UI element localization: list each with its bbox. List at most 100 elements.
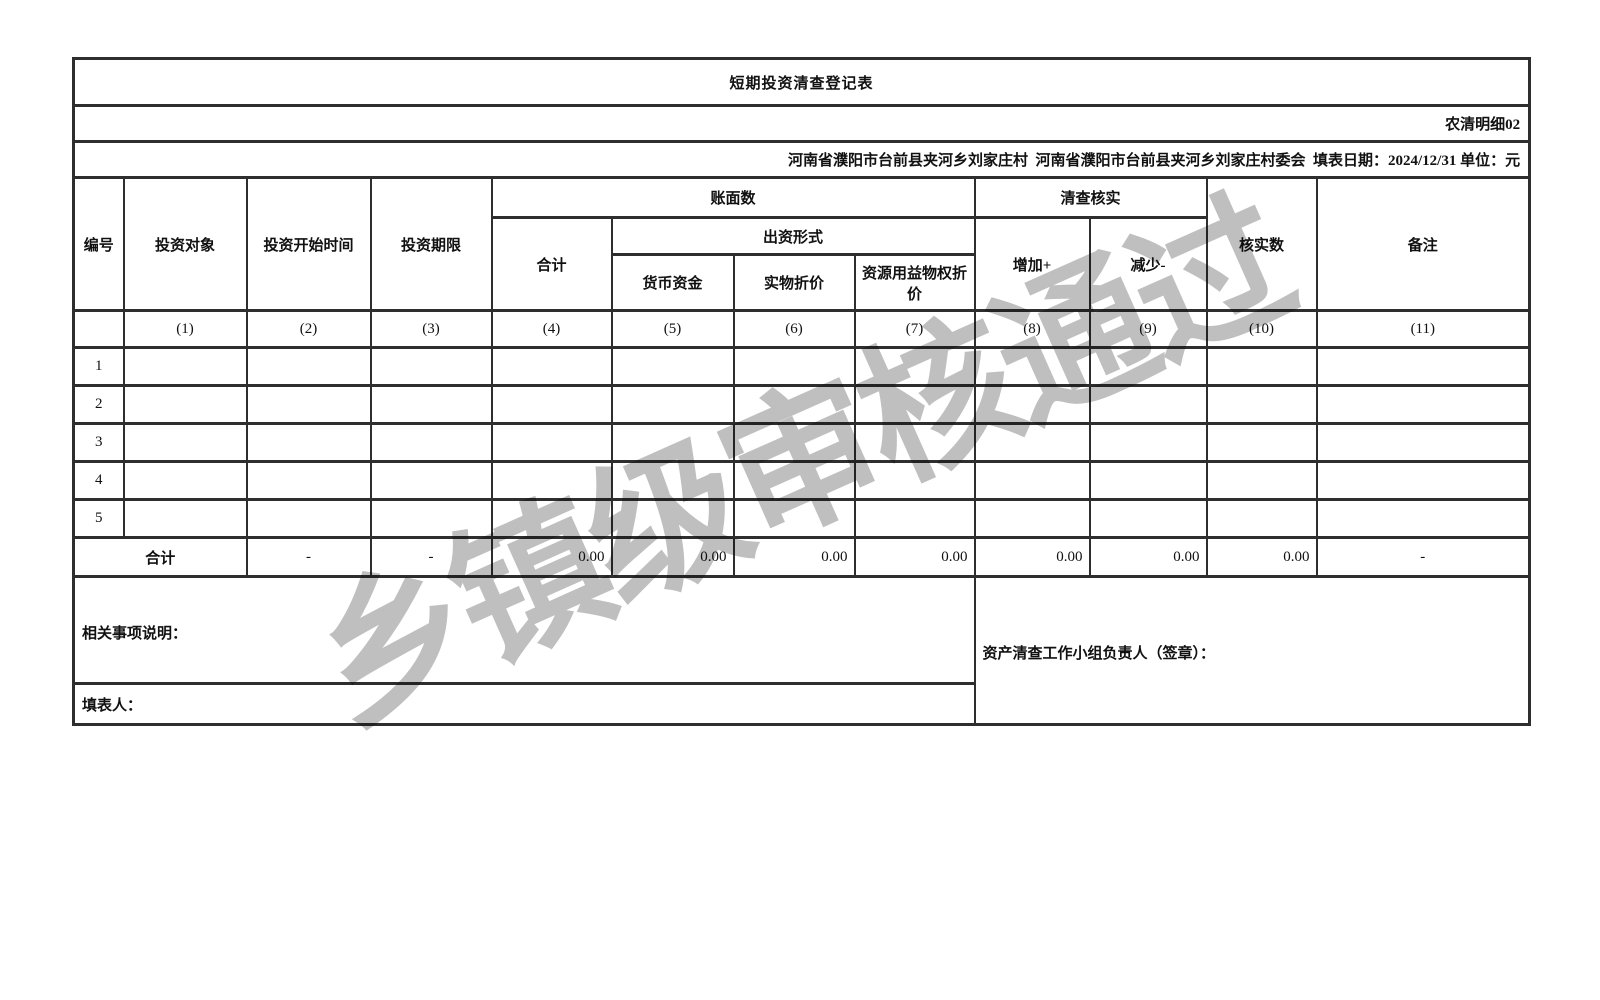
col-header-book-total: 合计 bbox=[490, 216, 613, 312]
table-cell bbox=[853, 384, 976, 425]
table-cell bbox=[973, 422, 1091, 463]
index-cell: (7) bbox=[853, 309, 976, 349]
table-cell bbox=[490, 498, 613, 539]
table-cell bbox=[973, 460, 1091, 501]
table-cell bbox=[122, 498, 248, 539]
table-cell bbox=[122, 460, 248, 501]
table-cell bbox=[732, 384, 856, 425]
form-code: 农清明细02 bbox=[72, 104, 1531, 143]
table-cell bbox=[610, 384, 735, 425]
table-cell bbox=[245, 422, 372, 463]
table-cell bbox=[245, 460, 372, 501]
total-cell: 0.00 bbox=[853, 536, 976, 578]
table-cell bbox=[732, 460, 856, 501]
col-header-target: 投资对象 bbox=[122, 176, 248, 312]
col-group-contribution-form: 出资形式 bbox=[610, 216, 976, 256]
table-cell bbox=[490, 422, 613, 463]
row-number: 3 bbox=[72, 422, 125, 463]
table-cell bbox=[853, 498, 976, 539]
table-cell bbox=[369, 422, 493, 463]
form-title: 短期投资清查登记表 bbox=[72, 57, 1531, 107]
col-header-resource-rights: 资源用益物权折价 bbox=[853, 253, 976, 312]
table-row: 1 bbox=[72, 346, 1531, 387]
table-cell bbox=[122, 422, 248, 463]
total-cell: 0.00 bbox=[1088, 536, 1208, 578]
table-cell bbox=[853, 422, 976, 463]
table-row: 2 bbox=[72, 384, 1531, 425]
table-cell bbox=[490, 384, 613, 425]
table-cell bbox=[490, 460, 613, 501]
row-number: 1 bbox=[72, 346, 125, 387]
table-cell bbox=[1205, 346, 1318, 387]
table-cell bbox=[1088, 422, 1208, 463]
table-row: 5 bbox=[72, 498, 1531, 539]
total-row: 合计 - - 0.00 0.00 0.00 0.00 0.00 0.00 0.0… bbox=[72, 536, 1531, 578]
table-cell bbox=[1205, 384, 1318, 425]
table-cell bbox=[732, 498, 856, 539]
index-cell: (9) bbox=[1088, 309, 1208, 349]
table-cell bbox=[1205, 422, 1318, 463]
table-cell bbox=[973, 346, 1091, 387]
table-cell bbox=[245, 384, 372, 425]
col-header-remark: 备注 bbox=[1315, 176, 1531, 312]
index-cell: (5) bbox=[610, 309, 735, 349]
col-header-start-time: 投资开始时间 bbox=[245, 176, 372, 312]
total-cell: 0.00 bbox=[732, 536, 856, 578]
index-cell: (6) bbox=[732, 309, 856, 349]
total-cell: - bbox=[245, 536, 372, 578]
table-cell bbox=[1205, 498, 1318, 539]
col-header-increase: 增加+ bbox=[973, 216, 1091, 312]
table-row: 3 bbox=[72, 422, 1531, 463]
total-cell: 0.00 bbox=[610, 536, 735, 578]
table-cell bbox=[610, 460, 735, 501]
total-label: 合计 bbox=[72, 536, 248, 578]
table-cell bbox=[853, 460, 976, 501]
table-cell bbox=[369, 498, 493, 539]
table-cell bbox=[1088, 460, 1208, 501]
index-cell: (2) bbox=[245, 309, 372, 349]
table-cell bbox=[1088, 384, 1208, 425]
total-cell: 0.00 bbox=[490, 536, 613, 578]
row-number: 5 bbox=[72, 498, 125, 539]
total-cell: 0.00 bbox=[973, 536, 1091, 578]
table-cell bbox=[1205, 460, 1318, 501]
table-cell bbox=[1315, 460, 1531, 501]
table-cell bbox=[973, 498, 1091, 539]
table-cell bbox=[490, 346, 613, 387]
table-cell bbox=[732, 422, 856, 463]
table-cell bbox=[122, 346, 248, 387]
total-cell: 0.00 bbox=[1205, 536, 1318, 578]
col-group-book-amount: 账面数 bbox=[490, 176, 976, 219]
table-cell bbox=[72, 309, 125, 349]
table-cell bbox=[973, 384, 1091, 425]
col-header-no: 编号 bbox=[72, 176, 125, 312]
table-cell bbox=[1315, 346, 1531, 387]
table-cell bbox=[369, 384, 493, 425]
table-cell bbox=[1315, 498, 1531, 539]
col-header-decrease: 减少- bbox=[1088, 216, 1208, 312]
table-cell bbox=[245, 498, 372, 539]
table-cell bbox=[610, 498, 735, 539]
notes-label: 相关事项说明： bbox=[72, 575, 976, 685]
index-cell: (4) bbox=[490, 309, 613, 349]
table-cell bbox=[1315, 422, 1531, 463]
table-cell bbox=[853, 346, 976, 387]
index-cell: (1) bbox=[122, 309, 248, 349]
table-cell bbox=[732, 346, 856, 387]
table-cell bbox=[1315, 384, 1531, 425]
col-header-verified: 核实数 bbox=[1205, 176, 1318, 312]
index-cell: (10) bbox=[1205, 309, 1318, 349]
table-cell bbox=[610, 422, 735, 463]
index-cell: (8) bbox=[973, 309, 1091, 349]
org-info-line: 河南省濮阳市台前县夹河乡刘家庄村 河南省濮阳市台前县夹河乡刘家庄村委会 填表日期… bbox=[72, 140, 1531, 179]
preparer-label: 填表人： bbox=[72, 682, 976, 726]
table-row: 4 bbox=[72, 460, 1531, 501]
column-index-row: (1) (2) (3) (4) (5) (6) (7) (8) (9) (10)… bbox=[72, 309, 1531, 349]
col-header-term: 投资期限 bbox=[369, 176, 493, 312]
col-group-check-verify: 清查核实 bbox=[973, 176, 1208, 219]
total-cell: - bbox=[1315, 536, 1531, 578]
row-number: 4 bbox=[72, 460, 125, 501]
table-cell bbox=[610, 346, 735, 387]
index-cell: (11) bbox=[1315, 309, 1531, 349]
